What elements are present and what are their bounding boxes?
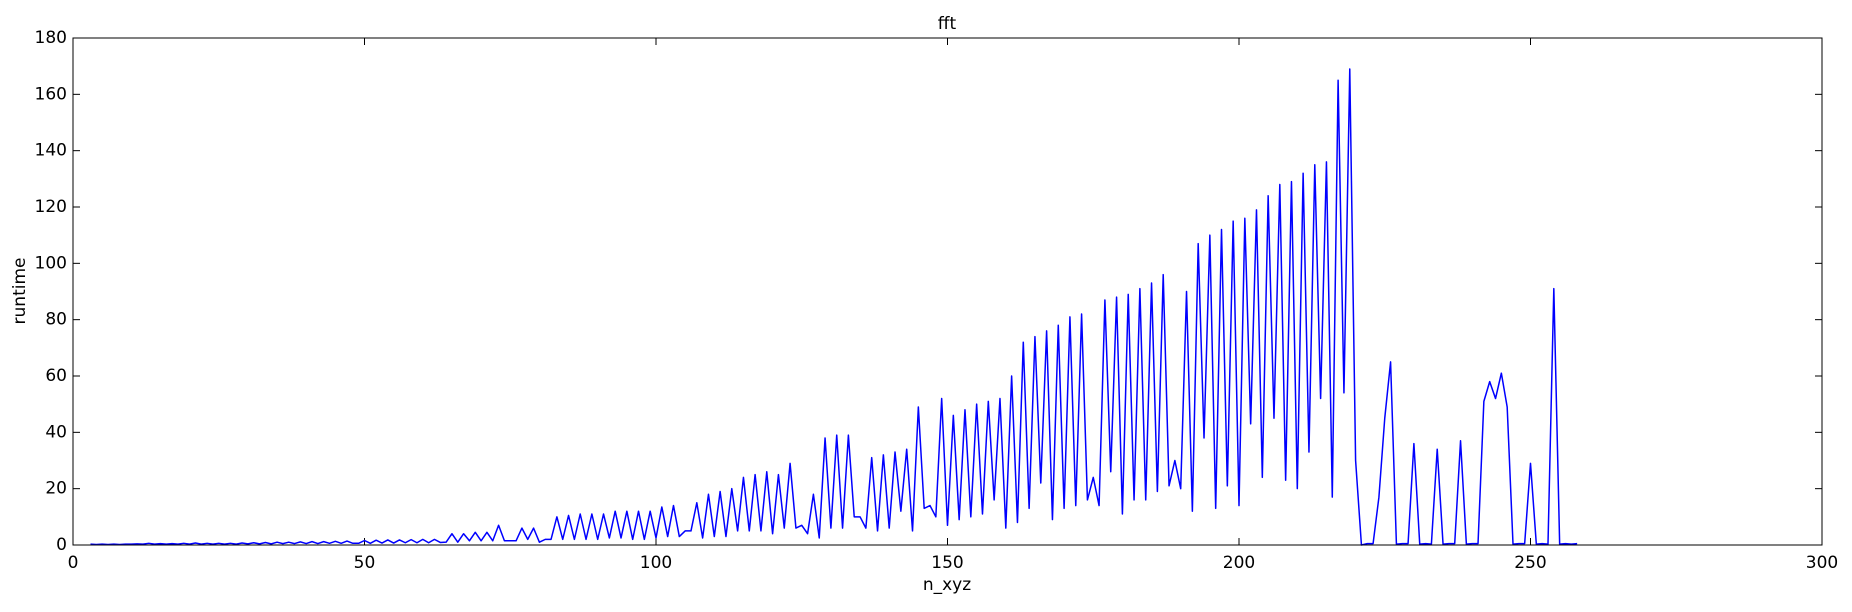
x-axis-label: n_xyz <box>923 575 971 595</box>
x-tick-label: 100 <box>640 553 672 573</box>
data-line <box>90 68 1578 546</box>
y-tick-label: 120 <box>35 197 67 217</box>
y-tick-label: 0 <box>56 535 67 555</box>
y-tick-label: 160 <box>35 84 67 104</box>
y-tick-label: 100 <box>35 253 67 273</box>
plot-frame <box>72 37 1823 546</box>
x-tick-label: 50 <box>354 553 376 573</box>
y-tick-label: 80 <box>45 310 67 330</box>
y-tick-label: 140 <box>35 141 67 161</box>
x-tick-label: 250 <box>1514 553 1546 573</box>
y-tick-label: 60 <box>45 366 67 386</box>
y-tick-label: 40 <box>45 422 67 442</box>
chart-title: fft <box>938 14 957 34</box>
y-axis-label: runtime <box>10 258 30 325</box>
x-tick-label: 300 <box>1806 553 1838 573</box>
x-tick-label: 200 <box>1223 553 1255 573</box>
y-tick-label: 180 <box>35 28 67 48</box>
y-tick-label: 20 <box>45 479 67 499</box>
x-tick-label: 150 <box>931 553 963 573</box>
x-tick-label: 0 <box>68 553 79 573</box>
